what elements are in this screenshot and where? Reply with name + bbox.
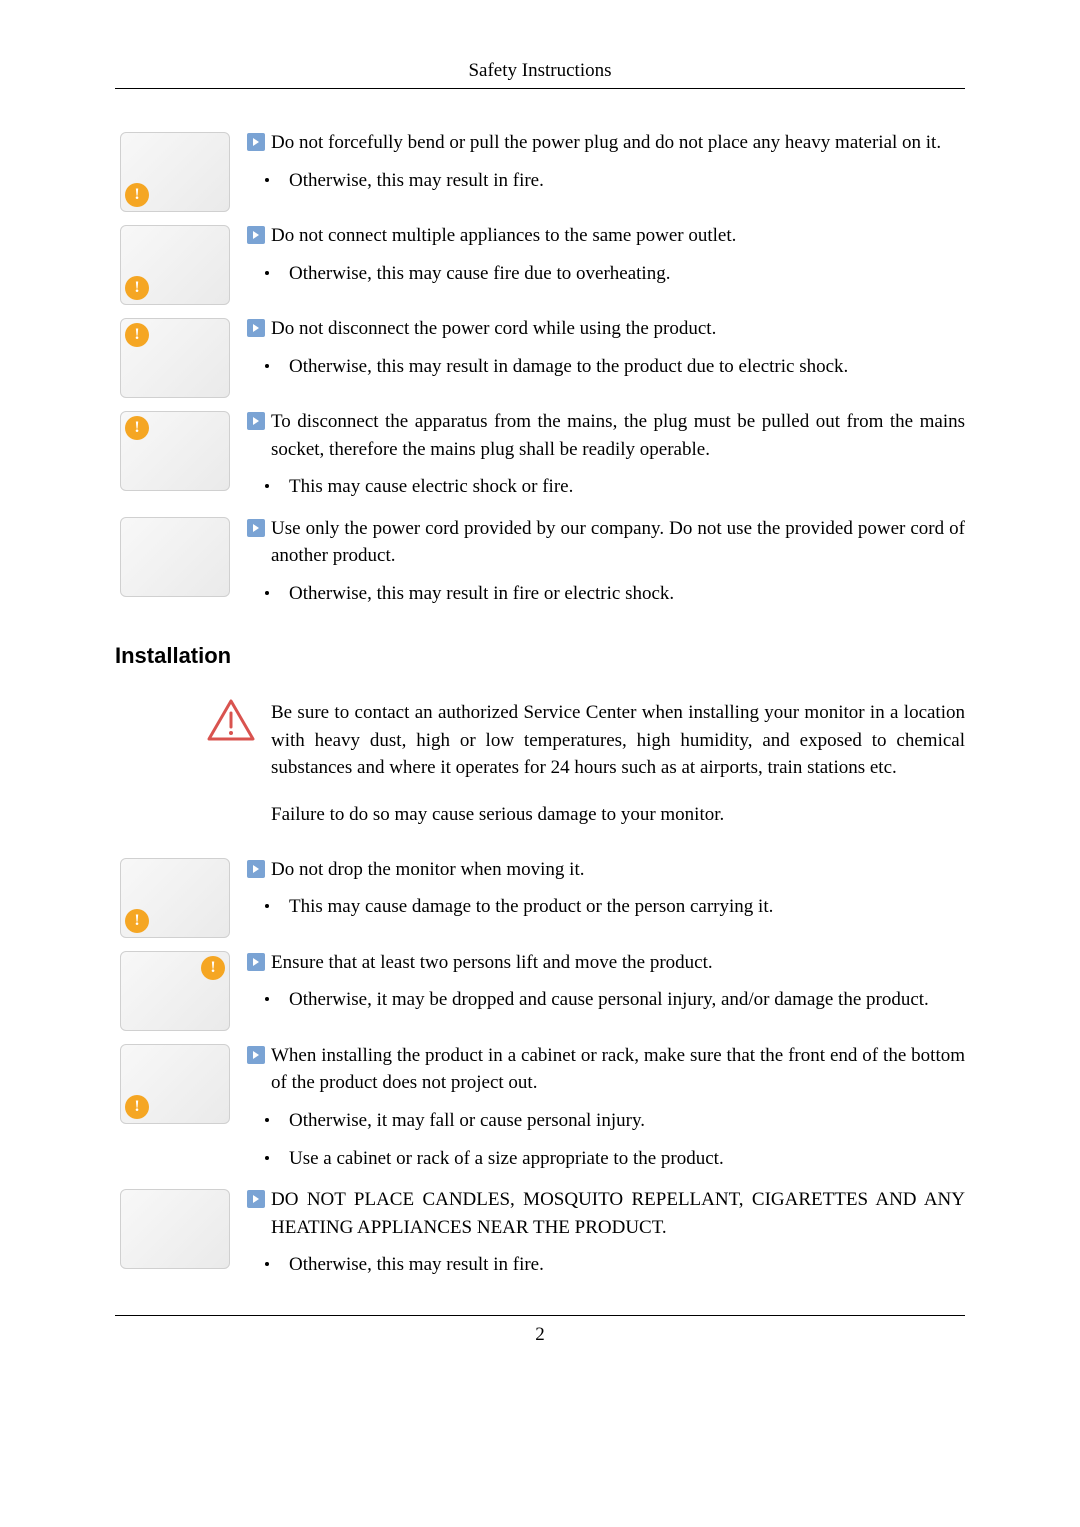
illustration: !	[115, 1042, 235, 1127]
page-header-title: Safety Instructions	[115, 60, 965, 82]
arrow-bullet-icon	[247, 226, 265, 244]
arrow-bullet-icon	[247, 519, 265, 537]
illustration: !	[115, 129, 235, 214]
instruction-lead: Do not connect multiple appliances to th…	[247, 222, 965, 250]
caution-badge-icon: !	[125, 276, 149, 300]
instruction-sub: Otherwise, this may result in fire.	[247, 1251, 965, 1279]
instruction-lead: Use only the power cord provided by our …	[247, 515, 965, 570]
instruction-text: Ensure that at least two persons lift an…	[271, 949, 965, 977]
instruction-text: DO NOT PLACE CANDLES, MOSQUITO REPELLANT…	[271, 1186, 965, 1241]
warning-triangle-icon	[207, 699, 255, 741]
instruction-item: ! Do not forcefully bend or pull the pow…	[115, 129, 965, 214]
caution-badge-icon: !	[125, 323, 149, 347]
instruction-text: To disconnect the apparatus from the mai…	[271, 408, 965, 463]
instruction-lead: Do not drop the monitor when moving it.	[247, 856, 965, 884]
arrow-bullet-icon	[247, 1190, 265, 1208]
instruction-item: ! To disconnect the apparatus from the m…	[115, 408, 965, 507]
footer-rule	[115, 1315, 965, 1316]
warning-block: Be sure to contact an authorized Service…	[207, 699, 965, 782]
instruction-item: ! Do not drop the monitor when moving it…	[115, 856, 965, 941]
instruction-sub: Otherwise, this may result in fire.	[247, 167, 965, 195]
dot-icon	[265, 1118, 269, 1122]
arrow-bullet-icon	[247, 953, 265, 971]
instruction-sub: Otherwise, it may fall or cause personal…	[247, 1107, 965, 1135]
dot-icon	[265, 591, 269, 595]
instruction-text: Do not connect multiple appliances to th…	[271, 222, 965, 250]
illustration	[115, 515, 235, 600]
illustration	[115, 1186, 235, 1271]
instruction-lead: DO NOT PLACE CANDLES, MOSQUITO REPELLANT…	[247, 1186, 965, 1241]
instruction-item: ! When installing the product in a cabin…	[115, 1042, 965, 1178]
instruction-item: Use only the power cord provided by our …	[115, 515, 965, 614]
dot-icon	[265, 271, 269, 275]
instruction-sub: Otherwise, this may result in fire or el…	[247, 580, 965, 608]
instruction-sub: Use a cabinet or rack of a size appropri…	[247, 1145, 965, 1173]
instruction-item: DO NOT PLACE CANDLES, MOSQUITO REPELLANT…	[115, 1186, 965, 1285]
dot-icon	[265, 178, 269, 182]
arrow-bullet-icon	[247, 319, 265, 337]
warning-followup: Failure to do so may cause serious damag…	[271, 804, 965, 826]
caution-badge-icon: !	[201, 956, 225, 980]
instruction-item: ! Ensure that at least two persons lift …	[115, 949, 965, 1034]
instruction-sub: Otherwise, this may cause fire due to ov…	[247, 260, 965, 288]
instruction-sub: This may cause damage to the product or …	[247, 893, 965, 921]
caution-badge-icon: !	[125, 416, 149, 440]
instruction-lead: Ensure that at least two persons lift an…	[247, 949, 965, 977]
arrow-bullet-icon	[247, 133, 265, 151]
dot-icon	[265, 484, 269, 488]
caution-badge-icon: !	[125, 183, 149, 207]
illustration: !	[115, 315, 235, 400]
instruction-lead: Do not disconnect the power cord while u…	[247, 315, 965, 343]
instruction-lead: Do not forcefully bend or pull the power…	[247, 129, 965, 157]
page-number: 2	[115, 1324, 965, 1346]
arrow-bullet-icon	[247, 860, 265, 878]
dot-icon	[265, 1262, 269, 1266]
instruction-text: Do not drop the monitor when moving it.	[271, 856, 965, 884]
header-rule	[115, 88, 965, 89]
illustration: !	[115, 856, 235, 941]
illustration: !	[115, 949, 235, 1034]
instruction-lead: When installing the product in a cabinet…	[247, 1042, 965, 1097]
dot-icon	[265, 1156, 269, 1160]
caution-badge-icon: !	[125, 1095, 149, 1119]
illustration: !	[115, 408, 235, 493]
dot-icon	[265, 364, 269, 368]
dot-icon	[265, 904, 269, 908]
illustration: !	[115, 222, 235, 307]
section-heading: Installation	[115, 643, 965, 669]
instruction-sub: Otherwise, this may result in damage to …	[247, 353, 965, 381]
dot-icon	[265, 997, 269, 1001]
instruction-text: Do not disconnect the power cord while u…	[271, 315, 965, 343]
caution-badge-icon: !	[125, 909, 149, 933]
instruction-text: When installing the product in a cabinet…	[271, 1042, 965, 1097]
section-installation: ! Do not drop the monitor when moving it…	[115, 856, 965, 1285]
instruction-sub: This may cause electric shock or fire.	[247, 473, 965, 501]
instruction-lead: To disconnect the apparatus from the mai…	[247, 408, 965, 463]
instruction-item: ! Do not disconnect the power cord while…	[115, 315, 965, 400]
section-power: ! Do not forcefully bend or pull the pow…	[115, 129, 965, 613]
arrow-bullet-icon	[247, 1046, 265, 1064]
document-page: Safety Instructions ! Do not forcefully …	[0, 0, 1080, 1386]
instruction-sub: Otherwise, it may be dropped and cause p…	[247, 986, 965, 1014]
instruction-item: ! Do not connect multiple appliances to …	[115, 222, 965, 307]
warning-text: Be sure to contact an authorized Service…	[271, 699, 965, 782]
arrow-bullet-icon	[247, 412, 265, 430]
instruction-text: Use only the power cord provided by our …	[271, 515, 965, 570]
instruction-text: Do not forcefully bend or pull the power…	[271, 129, 965, 157]
